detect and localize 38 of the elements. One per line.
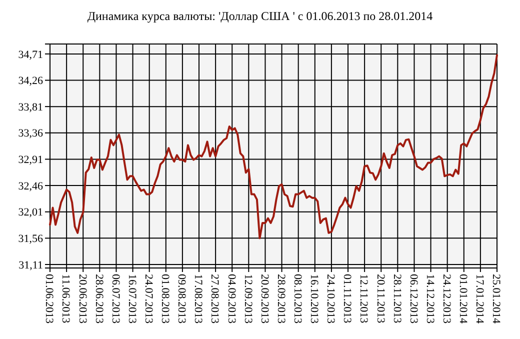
x-tick-label: 28.06.2013 <box>92 274 105 324</box>
x-tick-label: 11.06.2013 <box>60 274 72 324</box>
x-tick-label: 27.08.2013 <box>208 274 221 324</box>
x-tick-label: 14.12.2013 <box>424 274 436 324</box>
x-tick-label: 28.11.2013 <box>390 274 403 324</box>
x-tick-label: 01.06.2013 <box>43 274 56 324</box>
x-tick-label: 01.08.2013 <box>159 274 172 324</box>
y-tick-label: 33,81 <box>18 101 43 114</box>
y-tick-label: 34,71 <box>18 48 43 61</box>
y-tick-label: 31,56 <box>18 233 44 246</box>
y-tick-label: 32,91 <box>18 154 43 166</box>
x-tick-label: 16.10.2013 <box>308 274 320 324</box>
x-tick-label: 16.07.2013 <box>126 274 138 324</box>
y-tick-label: 31,11 <box>18 259 43 272</box>
x-tick-label: 12.11.2013 <box>358 274 370 324</box>
x-tick-label: 06.07.2013 <box>109 274 122 324</box>
x-tick-label: 25.01.2014 <box>490 274 502 324</box>
x-tick-label: 01.01.2014 <box>457 274 470 324</box>
x-tick-label: 20.06.2013 <box>76 274 88 324</box>
x-tick-label: 24.10.2013 <box>324 274 337 324</box>
x-tick-label: 20.11.2013 <box>374 274 386 324</box>
x-tick-label: 08.10.2013 <box>291 274 304 324</box>
x-tick-label: 01.11.2013 <box>341 274 354 324</box>
x-tick-label: 06.12.2013 <box>407 274 420 324</box>
x-tick-label: 28.09.2013 <box>274 274 287 324</box>
x-tick-label: 04.09.2013 <box>225 274 238 324</box>
x-tick-label: 24.07.2013 <box>142 274 154 324</box>
y-tick-label: 34,26 <box>18 75 44 88</box>
chart-title: Динамика курса валюты: 'Доллар США ' с 01.06.2013 по 28.01.2014 <box>87 9 433 23</box>
x-tick-label: 24.12.2013 <box>440 274 452 324</box>
y-tick-label: 33,36 <box>18 128 44 140</box>
y-tick-label: 32,01 <box>18 206 43 219</box>
x-tick-label: 17.01.2014 <box>474 274 486 324</box>
x-tick-label: 09.08.2013 <box>176 274 188 324</box>
x-tick-label: 17.08.2013 <box>192 274 204 324</box>
x-tick-label: 20.09.2013 <box>258 274 270 324</box>
y-tick-label: 32,46 <box>18 180 44 192</box>
x-tick-label: 12.09.2013 <box>242 274 254 324</box>
